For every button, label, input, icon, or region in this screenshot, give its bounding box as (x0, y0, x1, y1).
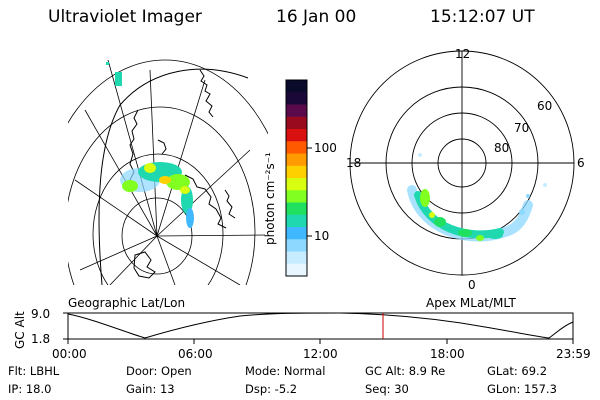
info-gain: Gain: 13 (126, 382, 175, 396)
colorbar (286, 80, 307, 277)
date-label: 16 Jan 00 (276, 7, 357, 27)
polar-grid (349, 50, 575, 276)
aurora-polar (407, 153, 547, 242)
geographic-map (68, 59, 268, 285)
colorbar-frame (285, 79, 312, 277)
earth-limb (98, 68, 249, 286)
info-ip: IP: 18.0 (8, 382, 52, 396)
mlt-label-12: 12 (455, 47, 471, 61)
time-tick-1800: 18:00 (430, 347, 465, 361)
mlat-label-70: 70 (514, 121, 530, 135)
colorbar-swatch (286, 129, 307, 142)
aurora-geo (106, 62, 194, 228)
info-gc-alt: GC Alt: 8.9 Re (365, 364, 446, 378)
colorbar-swatch (286, 116, 307, 130)
mlt-label-6: 6 (577, 156, 585, 170)
gc-alt-ymin: 1.8 (31, 332, 51, 346)
time-label: 15:12:07 UT (430, 7, 535, 27)
colorbar-tick-100: 100 (314, 141, 337, 155)
info-dsp: Dsp: -5.2 (245, 382, 298, 396)
colorbar-swatch (286, 92, 307, 105)
colorbar-swatch (286, 141, 307, 154)
colorbar-swatch (286, 153, 307, 167)
colorbar-swatch (286, 80, 307, 93)
info-filter: Flt: LBHL (8, 364, 60, 378)
colorbar-swatch (286, 263, 307, 277)
info-glat: GLat: 69.2 (487, 364, 548, 378)
colorbar-unit-label: photon cm⁻²s⁻¹ (263, 152, 277, 245)
colorbar-swatch (286, 239, 307, 252)
colorbar-swatch (286, 251, 307, 265)
apex-label: Apex MLat/MLT (426, 296, 516, 310)
info-door: Door: Open (126, 364, 192, 378)
colorbar-tick-10: 10 (314, 229, 330, 243)
gc-alt-plot (63, 312, 574, 344)
mlt-label-0: 0 (468, 278, 476, 292)
info-glon: GLon: 157.3 (487, 382, 557, 396)
info-mode: Mode: Normal (245, 364, 326, 378)
mlat-label-80: 80 (494, 141, 510, 155)
colorbar-swatch (286, 202, 307, 216)
gc-alt-ymax: 9.0 (31, 307, 51, 321)
colorbar-swatch (286, 178, 307, 191)
time-tick-2359: 23:59 (556, 347, 591, 361)
geographic-label: Geographic Lat/Lon (68, 296, 186, 310)
colorbar-swatch (286, 214, 307, 228)
time-tick-1200: 12:00 (303, 347, 338, 361)
colorbar-swatch (286, 165, 307, 179)
mlat-label-60: 60 (537, 99, 553, 113)
instrument-title: Ultraviolet Imager (48, 7, 202, 27)
colorbar-swatch (286, 227, 307, 240)
colorbar-swatch (286, 190, 307, 203)
time-tick-0600: 06:00 (178, 347, 213, 361)
colorbar-swatch (286, 104, 307, 118)
info-seq: Seq: 30 (365, 382, 409, 396)
gc-alt-ylabel: GC Alt (13, 311, 27, 349)
time-tick-0000: 00:00 (52, 347, 87, 361)
mlt-label-18: 18 (346, 156, 362, 170)
